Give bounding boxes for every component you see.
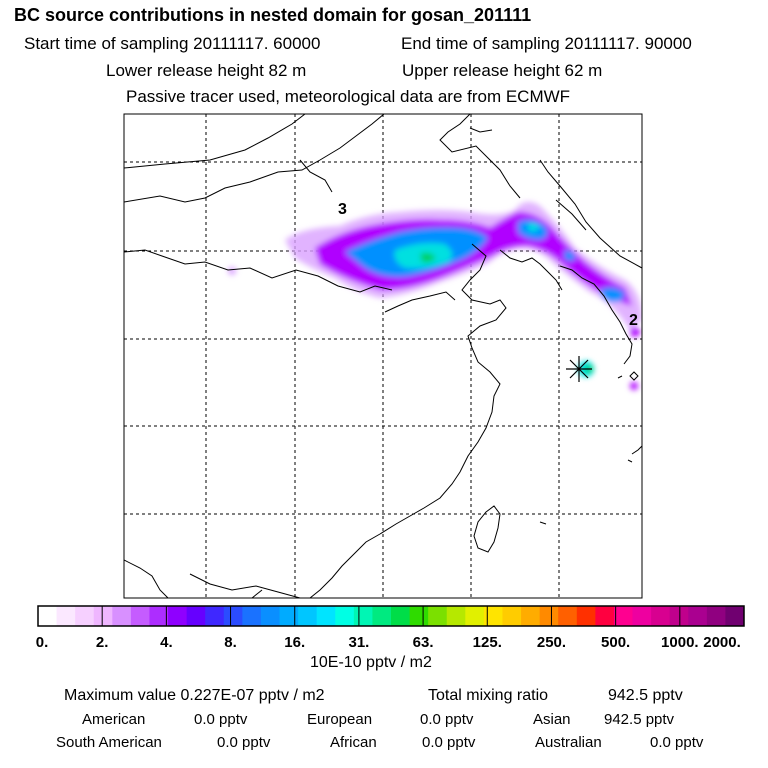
info-line: Passive tracer used, meteorological data… <box>126 87 571 106</box>
region-name-american: American <box>82 711 146 728</box>
region-value-european: 0.0 pptv <box>420 711 474 728</box>
color-bar-tick-label: 31. <box>348 634 370 651</box>
color-bar-cell <box>576 606 596 626</box>
total-mixing-ratio-label: Total mixing ratio <box>428 687 549 704</box>
region-name-african: African <box>330 734 377 751</box>
color-bar-cell <box>521 606 541 626</box>
color-bar-cell <box>279 606 299 626</box>
coastlines <box>124 114 642 598</box>
region-value-south-american: 0.0 pptv <box>217 734 271 751</box>
region-value-australian: 0.0 pptv <box>650 734 704 751</box>
upper-release-label: Upper release height 62 m <box>402 61 603 80</box>
color-bar-cell <box>56 606 76 626</box>
color-bar-cell <box>372 606 392 626</box>
color-bar-cell <box>632 606 652 626</box>
color-bar-cell <box>205 606 225 626</box>
color-bar-cell <box>688 606 708 626</box>
color-bar-cell <box>651 606 671 626</box>
start-time-label: Start time of sampling 20111117. 60000 <box>24 34 321 53</box>
total-mixing-ratio-value: 942.5 pptv <box>608 687 683 704</box>
color-bar-cell <box>446 606 466 626</box>
color-bar-cell <box>465 606 485 626</box>
color-bar-cell <box>186 606 206 626</box>
color-bar-tick-label: 8. <box>224 634 237 651</box>
map-frame <box>123 113 643 599</box>
color-bar-frame <box>37 605 745 627</box>
map-label-3: 3 <box>338 201 347 218</box>
color-bar <box>38 606 745 626</box>
color-bar-cell <box>242 606 262 626</box>
color-bar-cell <box>316 606 336 626</box>
color-bar-cell <box>669 606 689 626</box>
region-value-asian: 942.5 pptv <box>604 711 675 728</box>
color-bar-cell <box>539 606 559 626</box>
color-bar-cell <box>298 606 318 626</box>
color-bar-cell <box>725 606 745 626</box>
color-bar-cell <box>428 606 448 626</box>
map-label-2: 2 <box>629 312 638 329</box>
color-bar-cell <box>502 606 522 626</box>
color-bar-cell <box>130 606 150 626</box>
color-bar-cell <box>595 606 615 626</box>
concentration-plume <box>228 201 642 390</box>
color-bar-cell <box>613 606 634 626</box>
color-bar-cell <box>558 606 578 626</box>
color-bar-tick-label: 250. <box>536 634 567 651</box>
color-bar-tick-label: 4. <box>160 634 173 651</box>
region-value-african: 0.0 pptv <box>422 734 476 751</box>
color-bar-cell <box>168 606 188 626</box>
color-bar-cell <box>223 606 243 626</box>
color-bar-cell <box>409 606 429 626</box>
color-bar-cell <box>335 606 355 626</box>
receptor-star-marker <box>566 356 592 382</box>
region-value-american: 0.0 pptv <box>194 711 248 728</box>
figure-title: BC source contributions in nested domain… <box>14 5 532 25</box>
color-bar-cell <box>112 606 132 626</box>
color-bar-tick-label: 125. <box>472 634 502 651</box>
color-bar-cell <box>75 606 95 626</box>
color-bar-tick-label: 2. <box>95 634 109 651</box>
region-name-south-american: South American <box>56 734 162 751</box>
region-name-australian: Australian <box>535 734 602 751</box>
color-bar-tick-label: 500. <box>601 634 631 651</box>
color-bar-tick-label: 2000. <box>703 634 741 651</box>
color-bar-tick-label: 63. <box>412 634 434 651</box>
color-bar-cell <box>353 606 373 626</box>
color-bar-cell <box>391 606 411 626</box>
color-bar-cell <box>149 606 169 626</box>
color-bar-cell <box>706 606 726 626</box>
color-bar-tick-label: 0. <box>35 634 49 651</box>
color-bar-tick-label: 1000. <box>661 634 699 651</box>
color-bar-units: 10E-10 pptv / m2 <box>310 654 432 671</box>
region-name-european: European <box>307 711 373 728</box>
map-grid <box>124 114 642 598</box>
maximum-value-label: Maximum value 0.227E-07 pptv / m2 <box>64 687 325 704</box>
color-bar-tick-label: 16. <box>284 634 306 651</box>
region-name-asian: Asian <box>533 711 571 728</box>
color-bar-cell <box>260 606 281 626</box>
color-bar-cell <box>93 606 113 626</box>
end-time-label: End time of sampling 20111117. 90000 <box>401 34 692 53</box>
lower-release-label: Lower release height 82 m <box>106 61 307 80</box>
color-bar-cell <box>38 606 58 626</box>
color-bar-cell <box>483 606 503 626</box>
